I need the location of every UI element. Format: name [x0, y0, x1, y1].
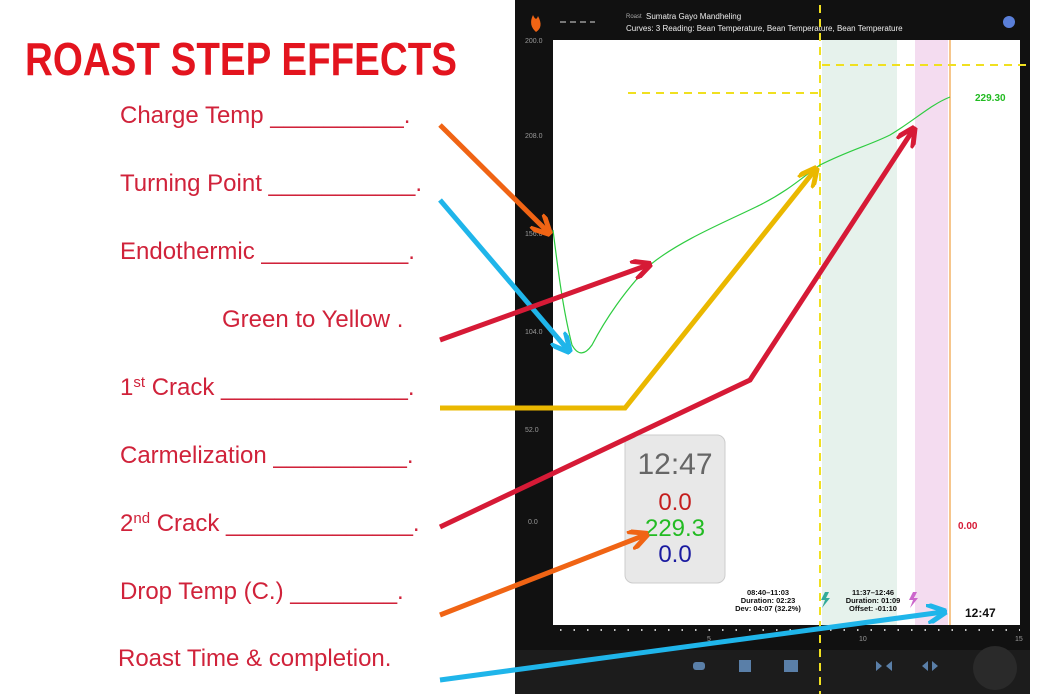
step-label: Drop Temp (C.) ________.: [120, 578, 404, 605]
y-label: 52.0: [525, 427, 539, 434]
phase-info: Offset: -01:10: [849, 604, 897, 613]
curves-info: Curves: 3 Reading: Bean Temperature, Bea…: [626, 24, 903, 33]
y-label: 208.0: [525, 133, 543, 140]
step-label: Roast Time & completion.: [118, 645, 391, 672]
arrow: [439, 535, 645, 618]
dev-band: [822, 40, 897, 625]
crack-band: [915, 40, 948, 625]
elapsed-time: 12:47: [965, 606, 996, 620]
y-label: 156.0: [525, 231, 543, 238]
phase-info: 11:37–12:46: [852, 588, 894, 597]
readout-v1: 0.0: [658, 489, 691, 516]
step-label: Green to Yellow .: [222, 306, 403, 333]
phase-info: Dev: 04:07 (32.2%): [735, 604, 801, 613]
phase-info: Duration: 01:09: [846, 596, 901, 605]
step-sup: nd: [133, 510, 150, 527]
arrow: [438, 123, 548, 232]
step-sup: st: [133, 374, 146, 391]
arrow: [439, 612, 943, 683]
phase-info: Duration: 02:23: [741, 596, 796, 605]
step-label: Carmelization __________.: [120, 442, 414, 469]
end-value-2: 0.00: [958, 521, 978, 532]
step-rest: Crack ______________.: [150, 510, 420, 537]
arrow: [438, 198, 568, 350]
end-value: 229.30: [975, 93, 1006, 104]
roast-label: Roast: [626, 14, 642, 20]
y-label: 200.0: [525, 38, 543, 45]
step-label: Endothermic ___________.: [120, 238, 415, 265]
arrow: [440, 170, 815, 411]
phase-info: 08:40–11:03: [747, 588, 789, 597]
x-label: 10: [859, 636, 867, 643]
arrow: [438, 130, 913, 530]
y-label: 0.0: [528, 519, 538, 526]
roast-name: Sumatra Gayo Mandheling: [646, 12, 741, 21]
readout-time: 12:47: [637, 448, 712, 481]
step-label: 1st Crack ______________.: [120, 374, 415, 401]
step-num: 2: [120, 510, 133, 537]
close-button[interactable]: [1003, 16, 1015, 28]
readout-v3: 0.0: [658, 541, 691, 568]
x-label: 15: [1015, 636, 1023, 643]
readout-v2: 229.3: [645, 515, 705, 542]
step-rest: Crack ______________.: [145, 374, 415, 401]
app-icon: [531, 15, 541, 32]
step-num: 1: [120, 374, 133, 401]
toolbar: [515, 650, 1030, 694]
x-label: 5: [707, 636, 711, 643]
arrow: [439, 265, 648, 343]
title: ROAST STEP EFFECTS: [25, 33, 457, 85]
step-label: Charge Temp __________.: [120, 102, 410, 129]
step-label: 2nd Crack ______________.: [120, 510, 420, 537]
y-label: 104.0: [525, 329, 543, 336]
step-label: Turning Point ___________.: [120, 170, 422, 197]
